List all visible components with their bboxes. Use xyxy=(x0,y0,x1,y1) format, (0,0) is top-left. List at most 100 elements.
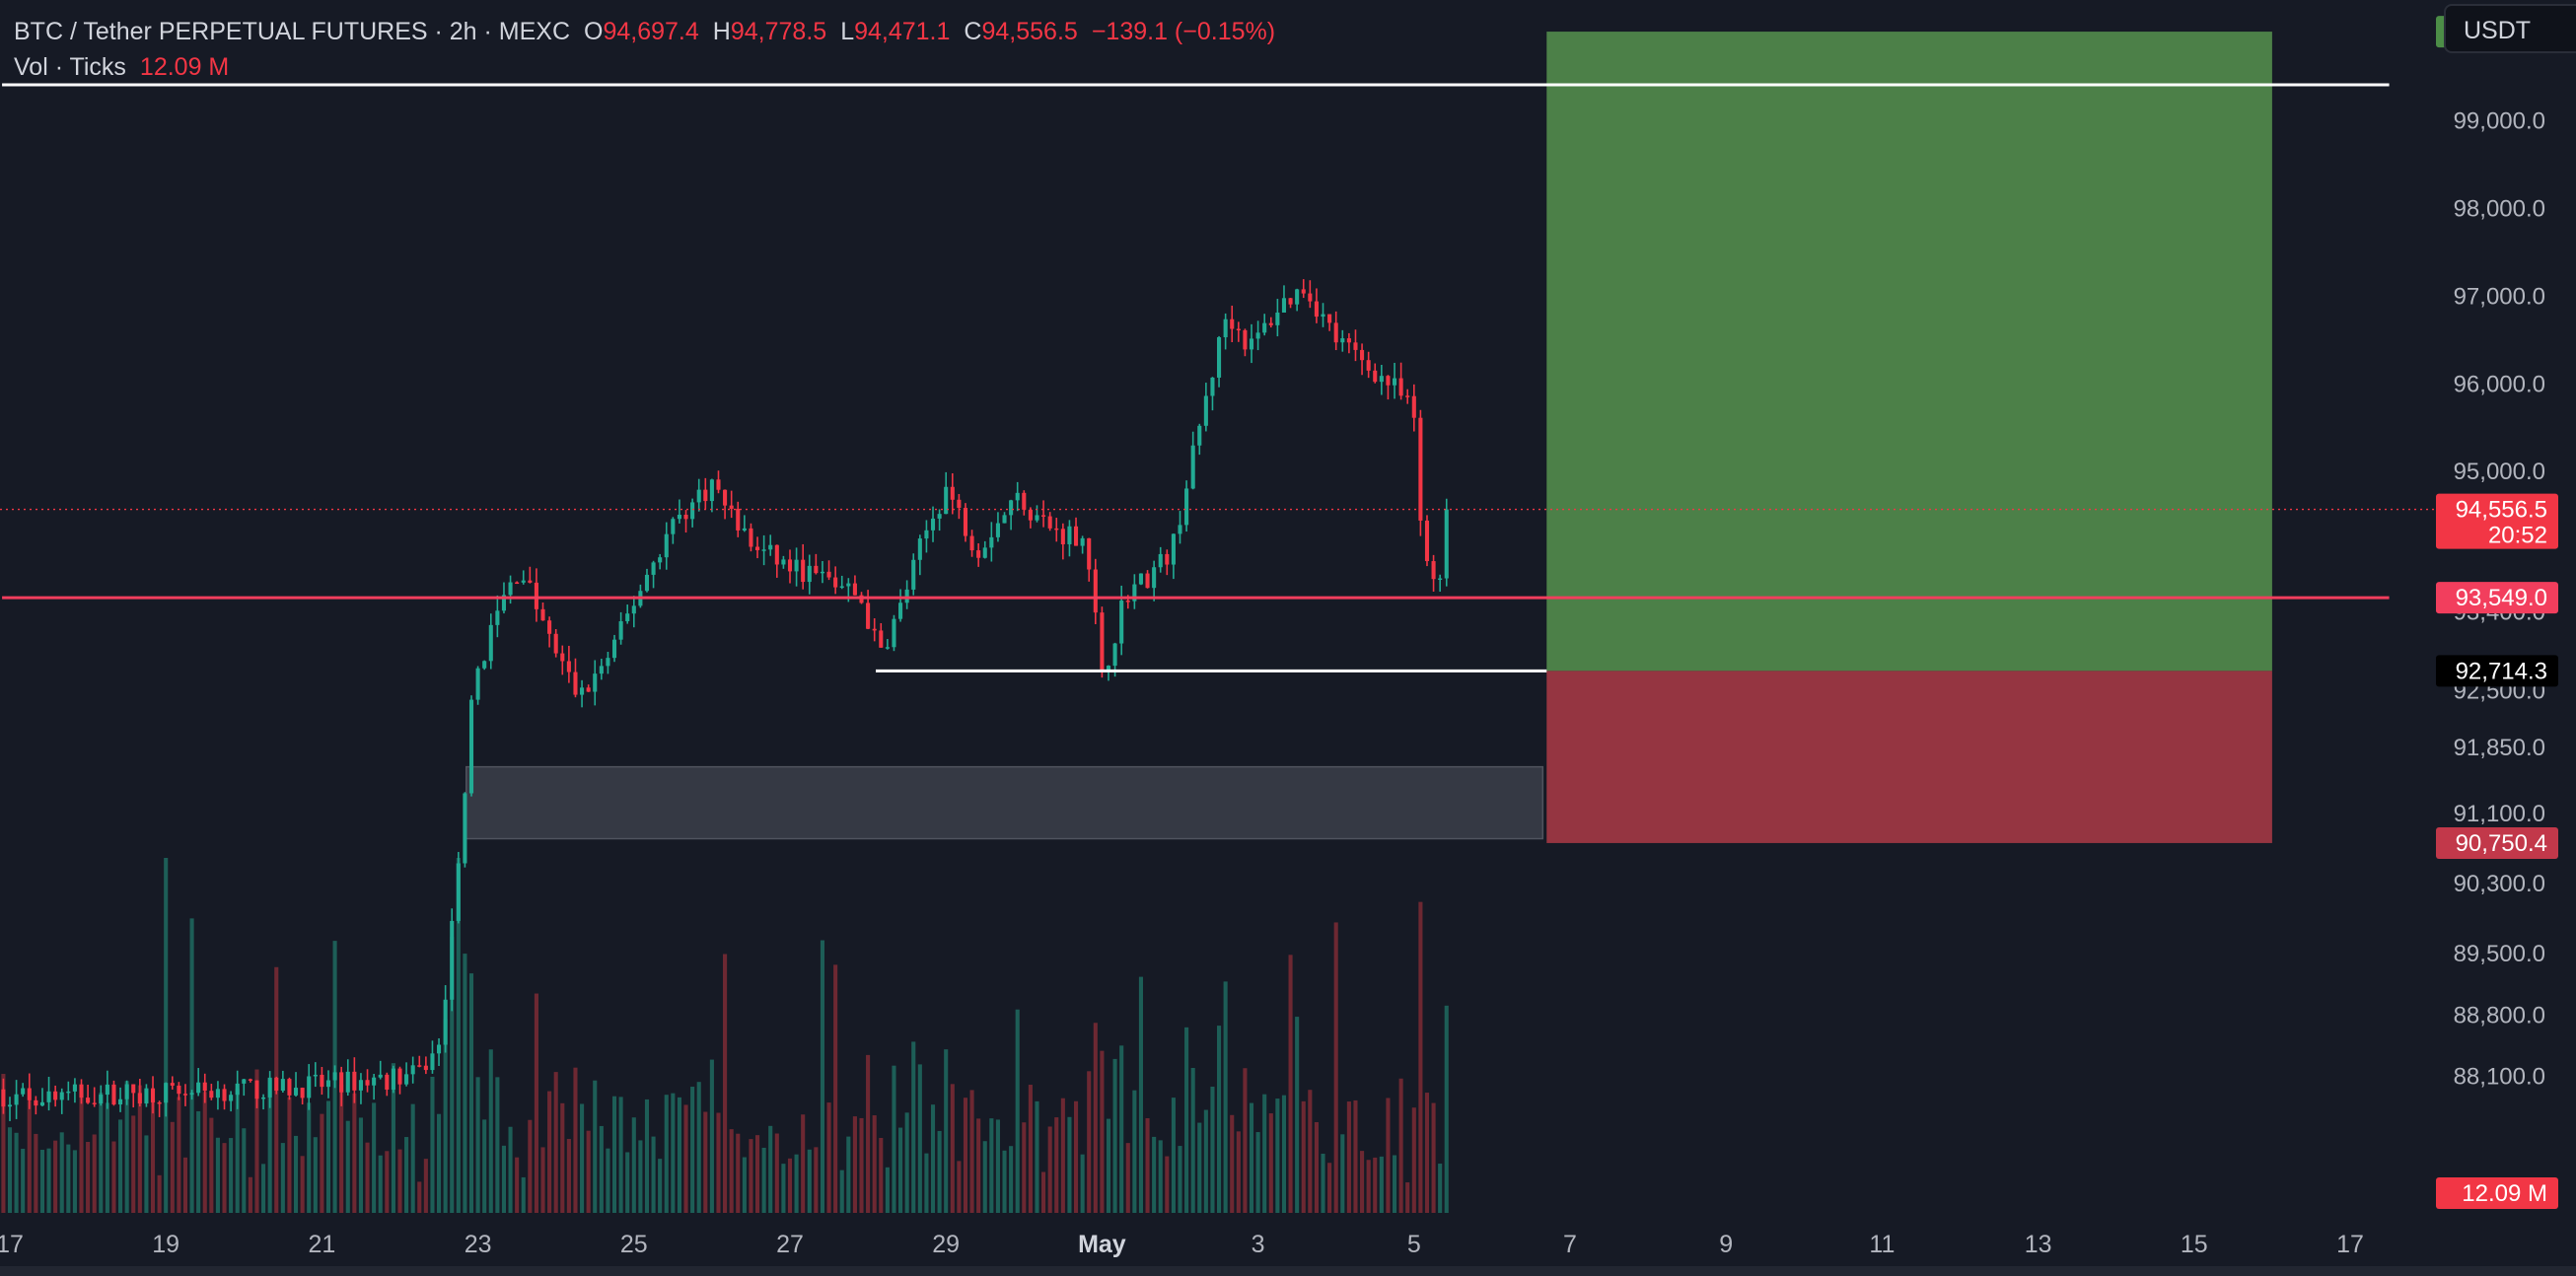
candle-body xyxy=(274,1077,279,1092)
volume-bar xyxy=(7,1127,13,1213)
volume-bar xyxy=(1353,1099,1358,1213)
candle-body xyxy=(339,1072,344,1093)
candle-body xyxy=(150,1088,156,1102)
volume-bar xyxy=(976,1118,981,1213)
candle-body xyxy=(1314,301,1319,318)
candle-body xyxy=(787,559,793,572)
volume-tag: 12.09 M xyxy=(2462,1180,2547,1207)
symbol-title[interactable]: BTC / Tether PERPETUAL FUTURES · 2h · ME… xyxy=(14,18,571,45)
volume-bar xyxy=(599,1125,604,1213)
volume-bar xyxy=(631,1117,636,1213)
candle-body xyxy=(1386,376,1391,386)
volume-bar xyxy=(313,1137,318,1213)
drawing-zones xyxy=(465,32,2272,843)
change-value: −139.1 (−0.15%) xyxy=(1091,18,1276,45)
candle-body xyxy=(761,549,766,551)
volume-bar xyxy=(1398,1078,1403,1213)
candle-body xyxy=(1301,289,1306,294)
volume-bar xyxy=(957,1161,962,1213)
volume-bar xyxy=(736,1133,741,1213)
volume-bar xyxy=(644,1099,650,1213)
candle-body xyxy=(1106,666,1111,673)
candle-body xyxy=(345,1071,350,1093)
volume-row: Vol · Ticks 12.09 M xyxy=(14,49,1275,85)
candle-body xyxy=(1398,378,1403,396)
target-zone[interactable] xyxy=(1546,32,2272,672)
candle-body xyxy=(423,1065,428,1071)
volume-bar xyxy=(651,1136,656,1213)
candle-body xyxy=(1178,525,1182,534)
volume-bar xyxy=(1230,1114,1235,1213)
candle-body xyxy=(866,603,871,629)
volume-bar xyxy=(1444,1005,1449,1213)
candle-body xyxy=(807,565,812,583)
candle-body xyxy=(131,1084,136,1094)
volume-bar xyxy=(488,1049,493,1213)
volume-bar xyxy=(1366,1160,1371,1213)
candle-body xyxy=(917,538,922,560)
volume-bar xyxy=(280,1143,285,1213)
support-price-tag: 93,549.0 xyxy=(2456,585,2547,611)
volume-bar xyxy=(638,1140,643,1213)
candle-body xyxy=(723,489,728,506)
volume-bar xyxy=(46,1148,51,1213)
candle-body xyxy=(1340,338,1345,343)
volume-bar xyxy=(671,1093,676,1213)
volume-bar xyxy=(508,1126,513,1213)
volume-bar xyxy=(586,1130,591,1213)
volume-bar xyxy=(325,1100,331,1213)
time-tick-label: 13 xyxy=(2025,1231,2052,1258)
candle-body xyxy=(222,1089,227,1101)
volume-bar xyxy=(1308,1090,1313,1213)
candle-body xyxy=(651,562,656,575)
volume-bar xyxy=(1138,976,1143,1213)
volume-bar xyxy=(709,1059,714,1213)
volume-bar xyxy=(944,1049,949,1213)
volume-bar xyxy=(229,1138,234,1213)
candle-body xyxy=(611,639,617,659)
volume-bar xyxy=(111,1141,116,1213)
candle-body xyxy=(879,630,884,648)
volume-bar xyxy=(1327,1163,1332,1213)
candle-body xyxy=(468,699,474,794)
gray-zone[interactable] xyxy=(465,765,1544,840)
candle-body xyxy=(261,1097,266,1099)
candle-body xyxy=(560,653,565,662)
candle-body xyxy=(846,583,851,587)
volume-bar xyxy=(833,964,838,1213)
volume-bar xyxy=(177,1097,181,1213)
candle-body xyxy=(111,1084,116,1105)
candle-body xyxy=(677,514,681,520)
volume-bar xyxy=(92,1134,97,1213)
volume-bar xyxy=(1223,981,1228,1213)
candle-body xyxy=(352,1071,357,1091)
candle-body xyxy=(14,1094,19,1105)
candle-body xyxy=(580,687,585,695)
volume-bar xyxy=(189,918,194,1213)
stop-zone[interactable] xyxy=(1546,671,2272,843)
candle-body xyxy=(1360,349,1365,361)
candle-body xyxy=(989,536,994,548)
volume-bar xyxy=(293,1135,299,1213)
volume-bar xyxy=(1321,1153,1325,1213)
currency-button[interactable]: USDT xyxy=(2444,4,2576,53)
volume-bar xyxy=(1405,1182,1410,1213)
candle-body xyxy=(781,559,786,565)
volume-bar xyxy=(573,1067,578,1213)
volume-bar xyxy=(723,954,728,1213)
volume-bar xyxy=(417,1181,422,1213)
entry-price-tag-bg xyxy=(2436,655,2558,687)
volume-indicator-label[interactable]: Vol · Ticks xyxy=(14,53,126,81)
volume-bar xyxy=(345,1120,350,1213)
candle-body xyxy=(742,528,747,531)
candle-body xyxy=(1275,312,1280,325)
volume-bar xyxy=(664,1095,669,1213)
candle-body xyxy=(1152,567,1157,589)
volume-bar xyxy=(911,1041,916,1213)
candle-body xyxy=(1190,445,1195,489)
candle-body xyxy=(1353,342,1358,350)
candle-body xyxy=(307,1076,312,1099)
candle-body xyxy=(229,1095,234,1101)
